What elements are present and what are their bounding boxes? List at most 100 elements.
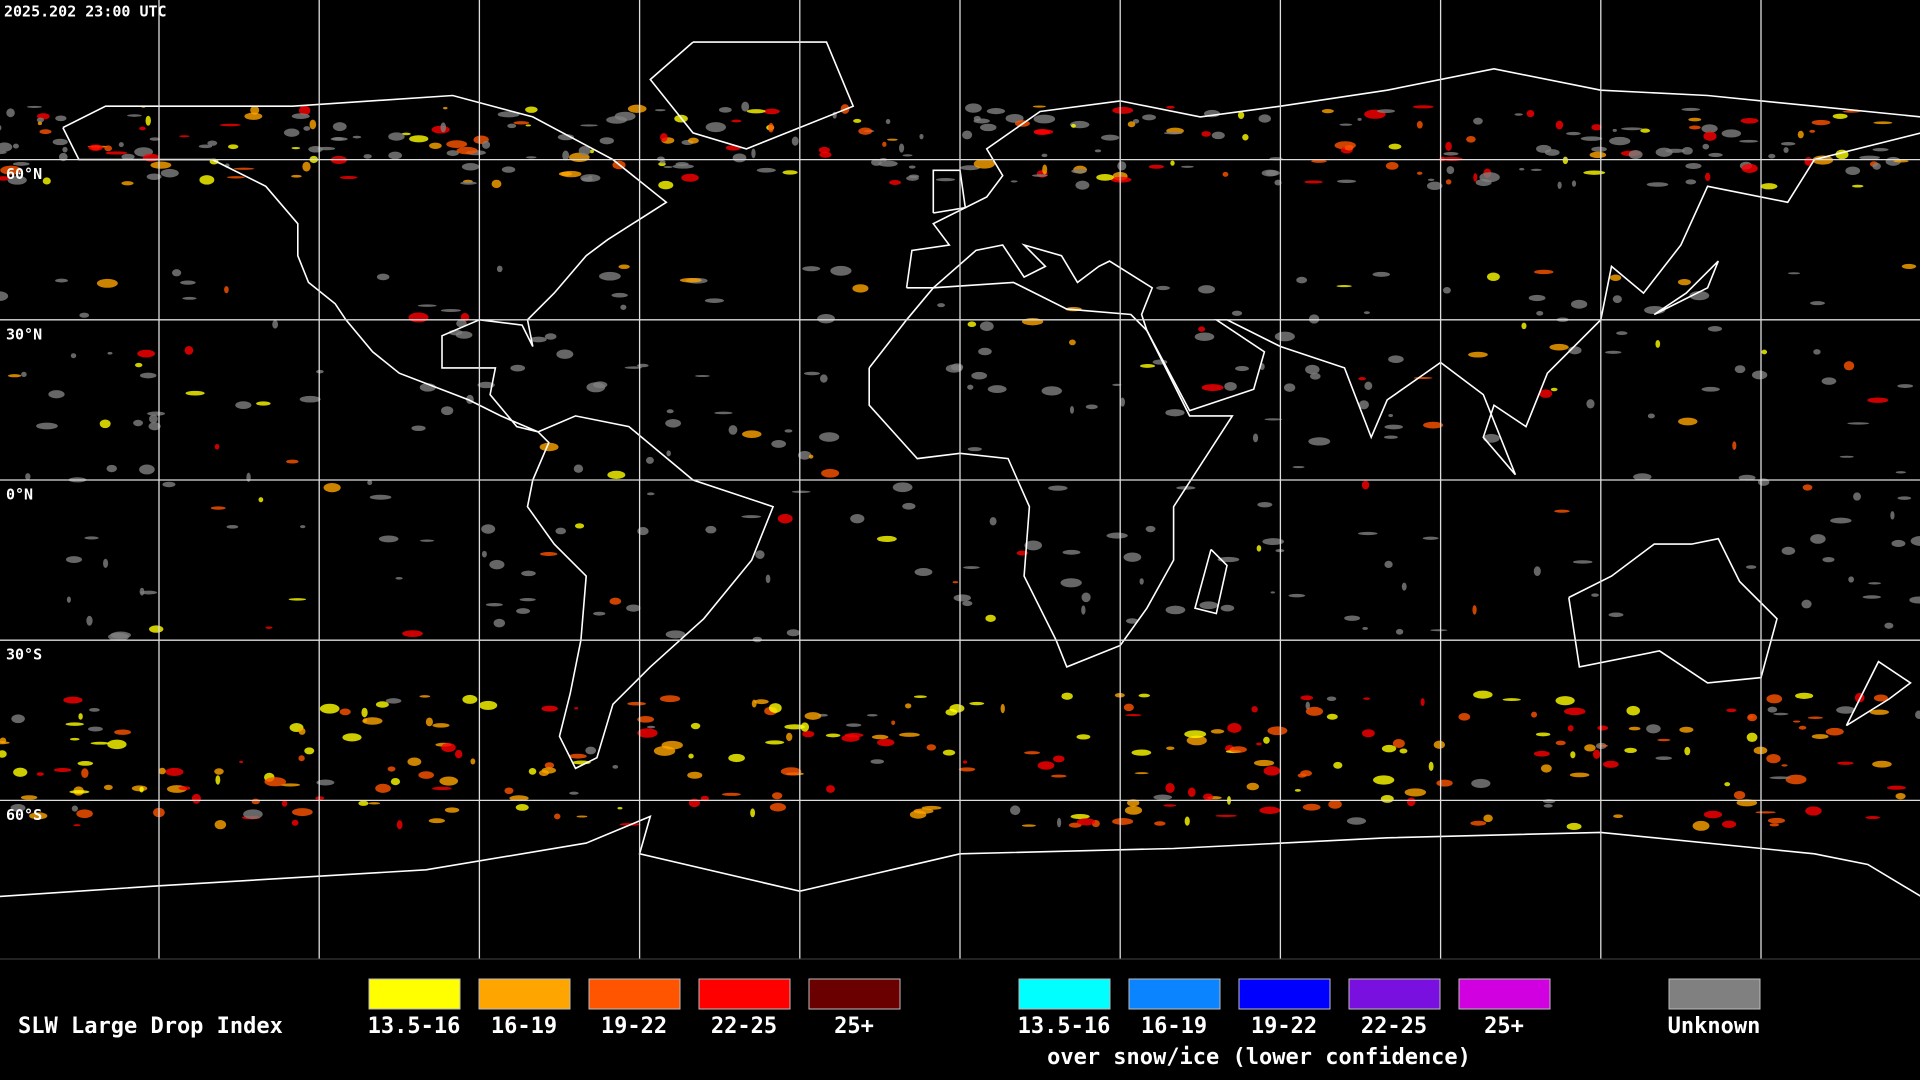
- cloud: [418, 771, 435, 779]
- cloud: [134, 362, 143, 368]
- cloud: [146, 173, 162, 180]
- cloud: [1479, 172, 1500, 183]
- cloud: [1591, 124, 1602, 131]
- cloud: [1845, 166, 1861, 176]
- cloud: [1797, 130, 1804, 139]
- legend-label: 16-19: [491, 1014, 557, 1039]
- cloud: [1732, 441, 1737, 450]
- cloud: [1384, 424, 1403, 430]
- cloud: [540, 552, 558, 557]
- cloud: [607, 470, 626, 479]
- cloud: [819, 151, 832, 158]
- cloud: [742, 430, 762, 438]
- cloud: [443, 106, 448, 110]
- cloud: [1569, 772, 1590, 778]
- cloud: [1621, 127, 1643, 131]
- cloud: [244, 112, 263, 120]
- cloud: [876, 535, 897, 542]
- cloud: [530, 336, 547, 343]
- cloud: [1163, 131, 1183, 135]
- cloud: [1138, 693, 1151, 698]
- cloud: [1873, 694, 1888, 702]
- cloud: [1570, 299, 1588, 309]
- cloud: [1061, 692, 1073, 700]
- coastline: [1845, 660, 1912, 727]
- cloud: [1033, 114, 1056, 124]
- cloud: [147, 411, 166, 416]
- cloud: [555, 527, 567, 535]
- cloud: [681, 173, 699, 182]
- cloud: [1721, 820, 1737, 829]
- cloud: [139, 587, 145, 596]
- cloud: [845, 723, 862, 727]
- cloud: [1428, 761, 1434, 771]
- cloud: [1646, 724, 1661, 734]
- cloud: [1021, 317, 1044, 326]
- cloud: [401, 132, 411, 136]
- cloud: [1010, 805, 1021, 816]
- cloud: [620, 304, 627, 310]
- cloud: [1363, 697, 1371, 700]
- cloud: [1372, 271, 1391, 277]
- cloud: [803, 371, 820, 376]
- cloud: [1557, 181, 1562, 189]
- cloud: [462, 694, 478, 704]
- cloud: [150, 161, 172, 169]
- cloud: [1859, 155, 1881, 160]
- cloud: [456, 319, 467, 328]
- cloud: [1783, 147, 1789, 153]
- cloud: [233, 167, 255, 170]
- cloud: [1060, 578, 1082, 588]
- cloud: [1381, 744, 1397, 753]
- cloud: [65, 722, 84, 726]
- cloud: [149, 137, 161, 141]
- cloud: [1068, 339, 1076, 346]
- cloud: [1810, 301, 1825, 306]
- cloud: [1780, 141, 1796, 146]
- cloud: [1166, 746, 1175, 750]
- cloud: [752, 636, 763, 643]
- cloud: [1399, 748, 1408, 754]
- cloud: [1071, 123, 1076, 128]
- cloud: [258, 497, 264, 503]
- cloud: [107, 739, 127, 750]
- cloud: [646, 492, 655, 496]
- cloud: [576, 815, 588, 818]
- cloud: [614, 111, 636, 121]
- cloud: [1688, 117, 1702, 122]
- cloud: [1309, 372, 1321, 380]
- cloud: [0, 165, 22, 175]
- cloud: [388, 151, 403, 160]
- cloud: [1336, 179, 1357, 183]
- legend-swatch: [478, 978, 571, 1010]
- cloud: [408, 312, 429, 323]
- cloud: [1361, 729, 1375, 738]
- cloud: [1120, 397, 1125, 407]
- cloud: [1184, 730, 1207, 738]
- cloud: [1436, 779, 1453, 787]
- cloud: [1051, 774, 1067, 778]
- cloud: [1701, 386, 1720, 392]
- cloud: [407, 757, 422, 766]
- cloud: [626, 604, 641, 612]
- legend-label: 22-25: [711, 1014, 777, 1039]
- cloud: [227, 144, 239, 150]
- cloud: [1747, 713, 1758, 722]
- cloud: [1270, 591, 1275, 594]
- cloud: [1535, 732, 1551, 737]
- cloud: [589, 149, 594, 154]
- legend-label: 19-22: [1251, 1014, 1317, 1039]
- cloud: [0, 741, 10, 745]
- cloud: [63, 696, 83, 704]
- legend-label: 16-19: [1141, 1014, 1207, 1039]
- cloud: [191, 793, 201, 804]
- cloud: [497, 111, 520, 118]
- cloud: [777, 513, 793, 524]
- cloud: [1321, 109, 1334, 114]
- cloud: [481, 550, 487, 558]
- timestamp: 2025.202 23:00 UTC: [4, 3, 167, 21]
- cloud: [1901, 263, 1917, 269]
- cloud: [286, 459, 299, 464]
- cloud: [62, 146, 68, 153]
- cloud: [66, 596, 71, 603]
